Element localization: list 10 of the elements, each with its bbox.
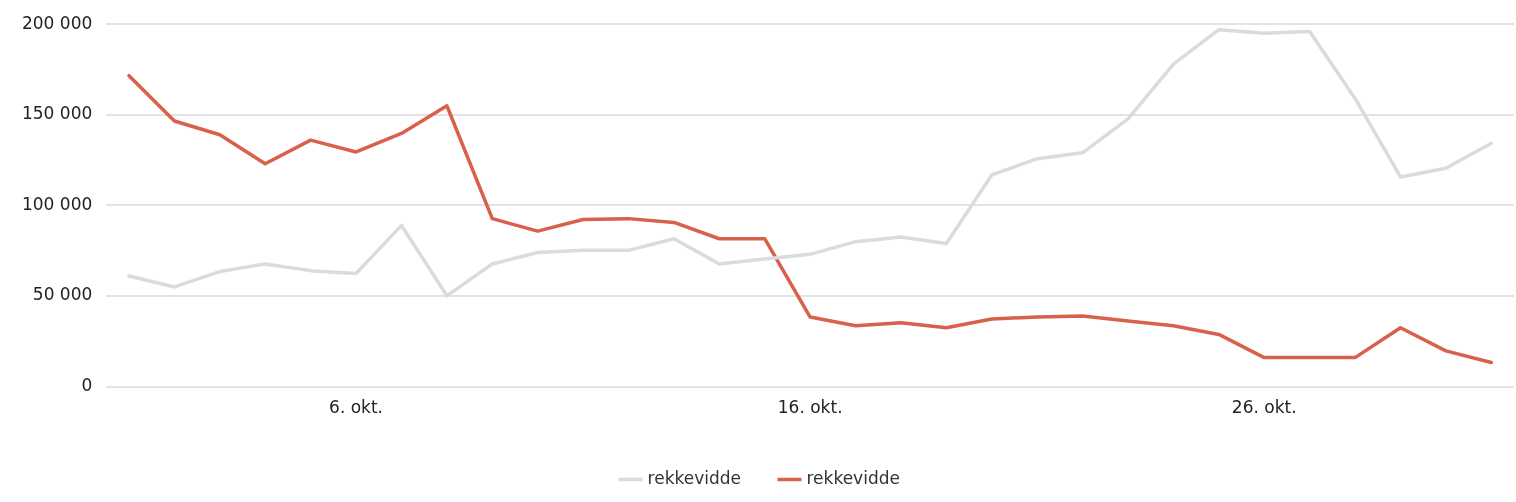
y-tick-label: 50 000 xyxy=(32,284,93,305)
legend-label: rekkevidde xyxy=(647,467,742,488)
x-tick-label: 6. okt. xyxy=(329,397,384,418)
y-tick-label: 200 000 xyxy=(21,12,93,33)
y-tick-label: 150 000 xyxy=(21,103,93,124)
y-tick-label: 0 xyxy=(81,375,93,396)
x-tick-label: 26. okt. xyxy=(1231,397,1297,418)
legend-label: rekkevidde xyxy=(806,467,900,488)
y-tick-label: 100 000 xyxy=(21,193,93,214)
x-tick-label: 16. okt. xyxy=(777,397,843,418)
